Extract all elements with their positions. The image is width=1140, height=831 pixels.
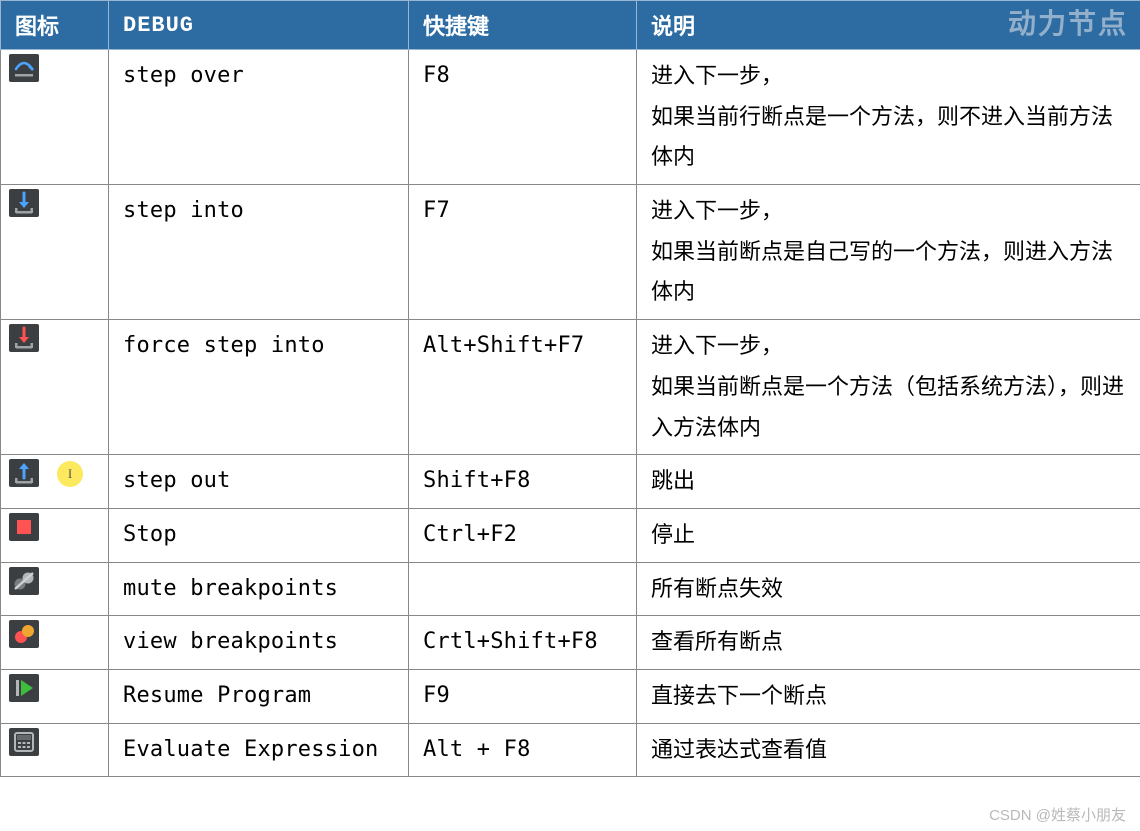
- cell-shortcut: F9: [409, 669, 637, 723]
- step-into-icon: [9, 189, 39, 217]
- cell-icon: [1, 320, 109, 455]
- table-row: step overF8进入下一步，如果当前行断点是一个方法，则不进入当前方法体内: [1, 50, 1140, 185]
- cell-icon: I: [1, 455, 109, 509]
- col-header-shortcut: 快捷键: [409, 1, 637, 50]
- cell-icon: [1, 50, 109, 185]
- cell-debug: Resume Program: [109, 669, 409, 723]
- step-over-icon: [9, 54, 39, 82]
- resume-icon: [9, 674, 39, 702]
- cell-desc: 通过表达式查看值: [637, 723, 1140, 777]
- cell-shortcut: Shift+F8: [409, 455, 637, 509]
- text-cursor-icon: I: [57, 461, 83, 487]
- cell-desc: 进入下一步，如果当前行断点是一个方法，则不进入当前方法体内: [637, 50, 1140, 185]
- cell-icon: [1, 185, 109, 320]
- cell-desc: 跳出: [637, 455, 1140, 509]
- cell-icon: [1, 508, 109, 562]
- cell-debug: view breakpoints: [109, 616, 409, 670]
- cell-shortcut: F8: [409, 50, 637, 185]
- mute-bp-icon: [9, 567, 39, 595]
- cell-desc: 进入下一步，如果当前断点是自己写的一个方法，则进入方法体内: [637, 185, 1140, 320]
- cell-shortcut: Alt+Shift+F7: [409, 320, 637, 455]
- table-row: view breakpointsCrtl+Shift+F8查看所有断点: [1, 616, 1140, 670]
- cell-shortcut: [409, 562, 637, 616]
- col-header-debug: DEBUG: [109, 1, 409, 50]
- cell-shortcut: Crtl+Shift+F8: [409, 616, 637, 670]
- cell-desc: 进入下一步，如果当前断点是一个方法（包括系统方法），则进入方法体内: [637, 320, 1140, 455]
- table-row: Resume ProgramF9直接去下一个断点: [1, 669, 1140, 723]
- table-row: StopCtrl+F2停止: [1, 508, 1140, 562]
- watermark-bottom-right: CSDN @姓蔡小朋友: [989, 804, 1126, 825]
- cell-shortcut: Ctrl+F2: [409, 508, 637, 562]
- cell-debug: Evaluate Expression: [109, 723, 409, 777]
- cell-desc: 停止: [637, 508, 1140, 562]
- stop-icon: [9, 513, 39, 541]
- cell-debug: step over: [109, 50, 409, 185]
- cell-debug: Stop: [109, 508, 409, 562]
- col-header-desc: 说明: [637, 1, 1140, 50]
- evaluate-icon: [9, 728, 39, 756]
- col-header-icon: 图标: [1, 1, 109, 50]
- step-out-icon: [9, 459, 39, 487]
- table-row: Istep outShift+F8跳出: [1, 455, 1140, 509]
- cell-icon: [1, 669, 109, 723]
- cell-debug: mute breakpoints: [109, 562, 409, 616]
- view-bp-icon: [9, 620, 39, 648]
- table-header-row: 图标 DEBUG 快捷键 说明: [1, 1, 1140, 50]
- cell-desc: 查看所有断点: [637, 616, 1140, 670]
- cell-icon: [1, 562, 109, 616]
- cell-desc: 所有断点失效: [637, 562, 1140, 616]
- cell-icon: [1, 616, 109, 670]
- force-step-into-icon: [9, 324, 39, 352]
- cell-shortcut: F7: [409, 185, 637, 320]
- table-row: force step intoAlt+Shift+F7进入下一步，如果当前断点是…: [1, 320, 1140, 455]
- cell-debug: force step into: [109, 320, 409, 455]
- cell-debug: step into: [109, 185, 409, 320]
- cell-shortcut: Alt + F8: [409, 723, 637, 777]
- table-row: step intoF7进入下一步，如果当前断点是自己写的一个方法，则进入方法体内: [1, 185, 1140, 320]
- cell-icon: [1, 723, 109, 777]
- cell-desc: 直接去下一个断点: [637, 669, 1140, 723]
- debug-shortcuts-table: 图标 DEBUG 快捷键 说明 step overF8进入下一步，如果当前行断点…: [0, 0, 1140, 777]
- cell-debug: step out: [109, 455, 409, 509]
- table-row: Evaluate ExpressionAlt + F8通过表达式查看值: [1, 723, 1140, 777]
- table-row: mute breakpoints 所有断点失效: [1, 562, 1140, 616]
